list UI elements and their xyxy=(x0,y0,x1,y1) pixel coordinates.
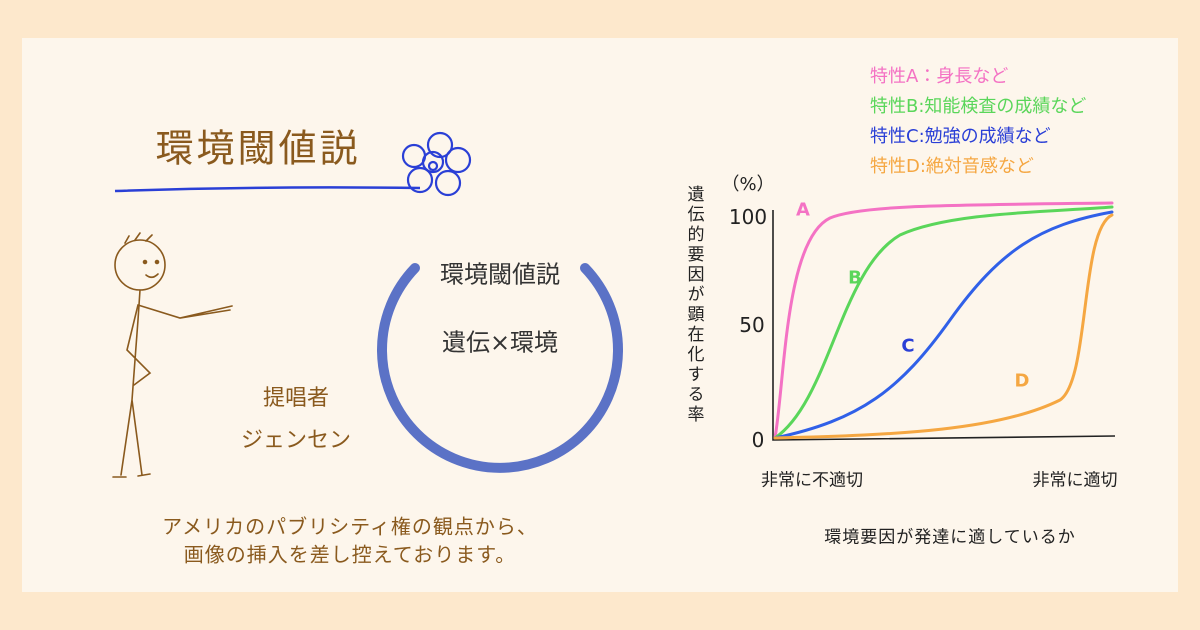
legend-item: 特性B:知能検査の成績など xyxy=(870,96,1087,117)
curve-label: D xyxy=(1014,370,1030,392)
flower xyxy=(401,131,472,197)
y-tick-label: 0 xyxy=(751,428,765,452)
notice-line: 画像の挿入を差し控えております。 xyxy=(183,542,517,567)
notice-line: アメリカのパブリシティ権の観点から、 xyxy=(162,514,538,539)
legend-item: 特性D:絶対音感など xyxy=(870,156,1034,177)
curve-b xyxy=(773,205,1114,440)
panel xyxy=(22,38,1178,592)
x-label: 非常に適切 xyxy=(1032,470,1118,491)
curve-d xyxy=(773,213,1114,440)
curve-c xyxy=(773,210,1114,440)
y-tick-label: 100 xyxy=(728,205,768,229)
circle-body: 遺伝×環境 xyxy=(441,328,559,357)
x-title: 環境要因が発達に適しているか xyxy=(824,527,1076,548)
curve-a xyxy=(773,201,1114,440)
curve-label: C xyxy=(901,335,915,357)
legend-item: 特性C:勉強の成績など xyxy=(870,126,1051,147)
stick-figure xyxy=(112,232,233,478)
proposer-name: ジェンセン xyxy=(240,428,352,453)
title: 環境閾値説 xyxy=(155,126,361,171)
curve-label: A xyxy=(796,199,810,221)
underline xyxy=(114,186,421,193)
circle-arc xyxy=(377,263,623,473)
curves xyxy=(773,201,1114,440)
legend-item: 特性A：身長など xyxy=(870,66,1009,87)
circle-title: 環境閾値説 xyxy=(440,260,560,289)
proposer-label: 提唱者 xyxy=(262,386,330,411)
unit: （%） xyxy=(721,174,775,195)
curve-label: B xyxy=(848,267,862,289)
axes xyxy=(772,210,1116,441)
y-title: 遺伝的要因が顕在化する率 xyxy=(683,185,704,425)
y-tick-label: 50 xyxy=(739,313,765,337)
x-label: 非常に不適切 xyxy=(761,470,863,491)
